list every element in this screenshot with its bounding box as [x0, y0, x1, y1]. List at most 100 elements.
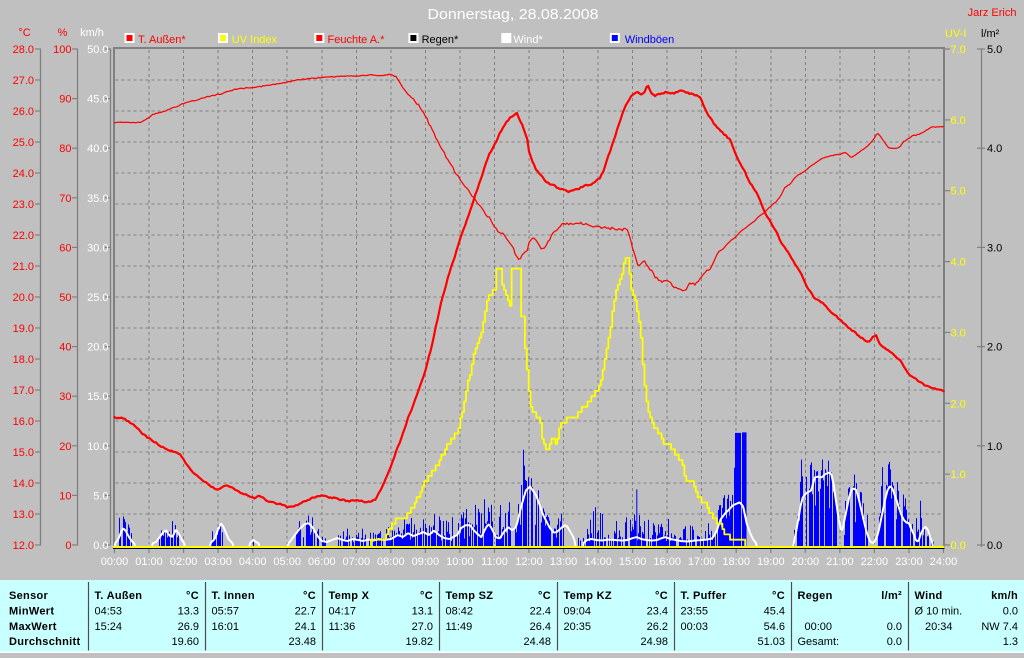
- svg-text:MinWert: MinWert: [9, 606, 54, 618]
- svg-text:21:00: 21:00: [826, 556, 854, 568]
- svg-text:T. Puffer: T. Puffer: [681, 590, 728, 602]
- svg-text:27.0: 27.0: [13, 75, 34, 87]
- svg-text:13:00: 13:00: [550, 556, 578, 568]
- svg-text:06:00: 06:00: [308, 556, 336, 568]
- svg-text:12.0: 12.0: [13, 540, 34, 552]
- svg-text:Gesamt:: Gesamt:: [798, 636, 840, 648]
- svg-text:45.4: 45.4: [764, 606, 785, 618]
- svg-text:09:04: 09:04: [564, 606, 592, 618]
- svg-text:03:00: 03:00: [204, 556, 232, 568]
- svg-text:Ø 10 min.: Ø 10 min.: [915, 606, 963, 618]
- svg-text:°C: °C: [18, 27, 30, 39]
- svg-text:20:34: 20:34: [925, 621, 953, 633]
- svg-text:35.0: 35.0: [87, 193, 108, 205]
- svg-text:20.0: 20.0: [13, 292, 34, 304]
- svg-text:19.82: 19.82: [405, 636, 433, 648]
- svg-text:12:00: 12:00: [515, 556, 543, 568]
- svg-text:0.0: 0.0: [93, 540, 108, 552]
- svg-text:Temp KZ: Temp KZ: [564, 590, 612, 602]
- svg-text:26.2: 26.2: [647, 621, 668, 633]
- svg-text:4.0: 4.0: [951, 257, 966, 269]
- svg-text:km/h: km/h: [80, 27, 104, 39]
- svg-text:1.3: 1.3: [1003, 636, 1018, 648]
- svg-text:04:00: 04:00: [239, 556, 267, 568]
- svg-text:00:00: 00:00: [805, 621, 833, 633]
- svg-text:04:53: 04:53: [95, 606, 123, 618]
- svg-text:UV Index: UV Index: [232, 34, 278, 46]
- svg-text:NW 7.4: NW 7.4: [981, 621, 1018, 633]
- svg-text:23:00: 23:00: [895, 556, 923, 568]
- svg-text:Regen*: Regen*: [422, 34, 459, 46]
- svg-text:3.0: 3.0: [951, 327, 966, 339]
- svg-text:28.0: 28.0: [13, 44, 34, 56]
- svg-text:11:49: 11:49: [446, 621, 473, 633]
- svg-text:11:00: 11:00: [481, 556, 508, 568]
- svg-text:22.0: 22.0: [13, 230, 34, 242]
- svg-text:13.0: 13.0: [13, 509, 34, 521]
- svg-text:40: 40: [59, 342, 71, 354]
- svg-text:21.0: 21.0: [13, 261, 34, 273]
- svg-text:18:00: 18:00: [722, 556, 750, 568]
- svg-text:26.0: 26.0: [13, 106, 34, 118]
- svg-text:2.0: 2.0: [951, 398, 966, 410]
- svg-text:Temp X: Temp X: [329, 590, 370, 602]
- svg-text:5.0: 5.0: [951, 186, 966, 198]
- svg-text:23.4: 23.4: [647, 606, 668, 618]
- svg-text:4.0: 4.0: [987, 143, 1002, 155]
- svg-text:09:00: 09:00: [412, 556, 440, 568]
- svg-text:14:00: 14:00: [584, 556, 612, 568]
- svg-text:°C: °C: [538, 590, 551, 602]
- svg-text:08:00: 08:00: [377, 556, 405, 568]
- svg-text:20:00: 20:00: [792, 556, 820, 568]
- svg-text:0.0: 0.0: [887, 621, 902, 633]
- svg-text:25.0: 25.0: [87, 292, 108, 304]
- svg-text:00:03: 00:03: [681, 621, 709, 633]
- svg-text:Durchschnitt: Durchschnitt: [9, 636, 80, 648]
- svg-text:Wind: Wind: [915, 590, 943, 602]
- svg-text:Jarz Erich: Jarz Erich: [968, 7, 1017, 19]
- svg-text:6.0: 6.0: [951, 115, 966, 127]
- svg-text:23.48: 23.48: [288, 636, 316, 648]
- svg-text:01:00: 01:00: [135, 556, 163, 568]
- svg-text:15.0: 15.0: [13, 447, 34, 459]
- svg-text:10: 10: [59, 490, 71, 502]
- svg-text:07:00: 07:00: [343, 556, 371, 568]
- svg-text:02:00: 02:00: [170, 556, 198, 568]
- svg-text:05:57: 05:57: [212, 606, 240, 618]
- svg-text:00:00: 00:00: [101, 556, 129, 568]
- svg-text:26.4: 26.4: [530, 621, 551, 633]
- svg-text:l/m²: l/m²: [981, 28, 1000, 40]
- svg-text:70: 70: [59, 193, 71, 205]
- svg-text:Temp SZ: Temp SZ: [446, 590, 494, 602]
- svg-text:08:42: 08:42: [446, 606, 474, 618]
- svg-text:%: %: [58, 27, 68, 39]
- svg-text:Windböen: Windböen: [625, 34, 675, 46]
- svg-text:13.1: 13.1: [412, 606, 433, 618]
- svg-text:45.0: 45.0: [87, 94, 108, 106]
- svg-text:T. Außen*: T. Außen*: [138, 34, 186, 46]
- svg-text:60: 60: [59, 242, 71, 254]
- svg-text:18.0: 18.0: [13, 354, 34, 366]
- svg-text:40.0: 40.0: [87, 143, 108, 155]
- svg-text:Regen: Regen: [798, 590, 833, 602]
- svg-text:51.03: 51.03: [757, 636, 785, 648]
- svg-text:0.0: 0.0: [1003, 606, 1018, 618]
- svg-text:24.98: 24.98: [640, 636, 668, 648]
- svg-text:16.0: 16.0: [13, 416, 34, 428]
- svg-text:27.0: 27.0: [412, 621, 433, 633]
- svg-text:24.48: 24.48: [523, 636, 551, 648]
- svg-text:19:00: 19:00: [757, 556, 785, 568]
- svg-text:20: 20: [59, 441, 71, 453]
- svg-text:T. Außen: T. Außen: [95, 590, 143, 602]
- svg-text:19.60: 19.60: [171, 636, 199, 648]
- svg-text:1.0: 1.0: [987, 441, 1002, 453]
- svg-text:UV-I: UV-I: [945, 28, 966, 40]
- svg-text:04:17: 04:17: [329, 606, 357, 618]
- svg-text:15:24: 15:24: [95, 621, 123, 633]
- svg-text:23.0: 23.0: [13, 199, 34, 211]
- svg-text:90: 90: [59, 94, 71, 106]
- svg-text:22.4: 22.4: [530, 606, 551, 618]
- svg-text:24.1: 24.1: [295, 621, 316, 633]
- svg-text:22.7: 22.7: [295, 606, 316, 618]
- svg-text:Feuchte A.*: Feuchte A.*: [328, 34, 386, 46]
